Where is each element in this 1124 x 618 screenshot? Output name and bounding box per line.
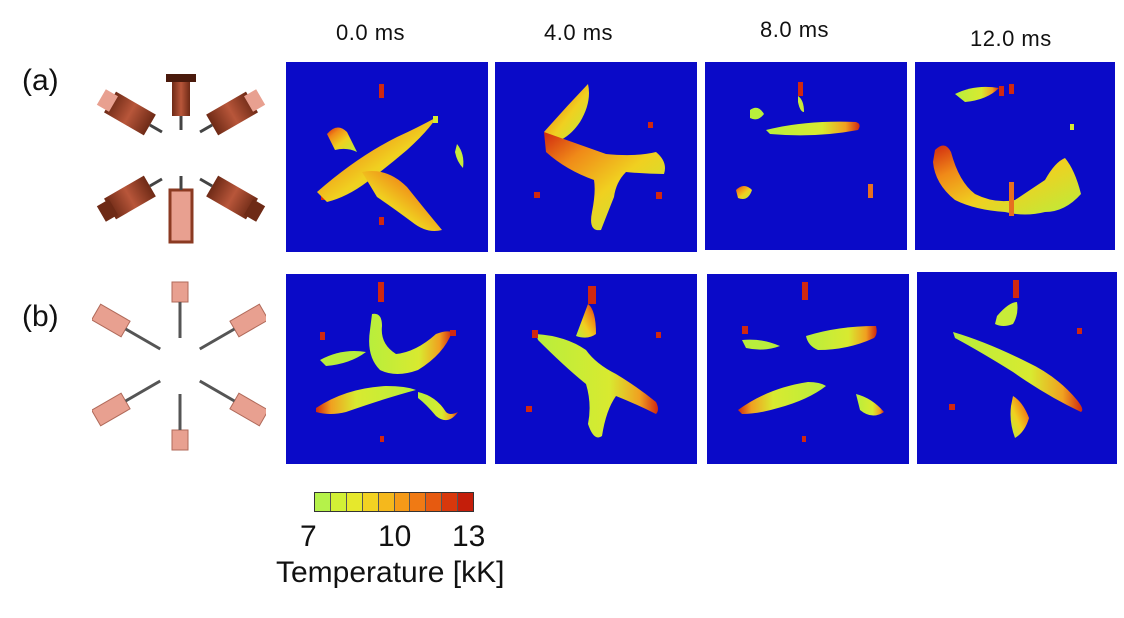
panel-b-12ms	[917, 272, 1117, 464]
time-label-2: 8.0 ms	[760, 17, 830, 42]
row-label-b: (b)	[22, 300, 59, 333]
colorbar-tick-10: 10	[378, 520, 412, 553]
colorbar-swatch	[426, 493, 443, 511]
colorbar-tick-13: 13	[452, 520, 486, 553]
colorbar	[314, 492, 474, 512]
colorbar-swatch	[458, 493, 474, 511]
colorbar-swatch	[330, 493, 347, 511]
panel-b-4ms	[495, 274, 697, 464]
colorbar-tick-7: 7	[300, 520, 317, 553]
colorbar-swatch	[315, 493, 331, 511]
colorbar-swatch	[394, 493, 411, 511]
colorbar-swatch	[378, 493, 395, 511]
time-label-0: 0.0 ms	[336, 20, 406, 45]
colorbar-swatch	[362, 493, 379, 511]
colorbar-title: Temperature [kK]	[276, 556, 505, 589]
panel-b-0ms	[286, 274, 486, 464]
electrode-config-b	[92, 280, 266, 452]
panel-a-8ms	[705, 62, 907, 250]
panel-b-8ms	[707, 274, 909, 464]
panel-a-0ms	[286, 62, 488, 252]
panel-a-12ms	[915, 62, 1115, 250]
row-label-a: (a)	[22, 64, 59, 97]
colorbar-swatch	[346, 493, 363, 511]
colorbar-swatch	[410, 493, 427, 511]
electrode-config-a	[96, 72, 266, 248]
panel-a-4ms	[495, 62, 697, 252]
time-label-1: 4.0 ms	[544, 20, 614, 45]
time-label-3: 12.0 ms	[970, 26, 1052, 51]
colorbar-swatch	[442, 493, 459, 511]
